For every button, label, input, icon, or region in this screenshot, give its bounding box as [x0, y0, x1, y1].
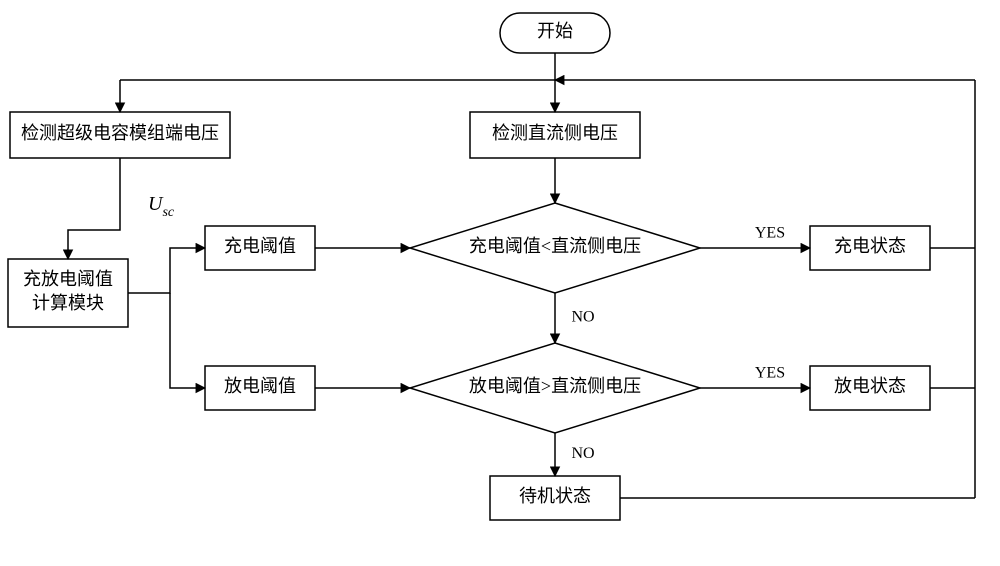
label-calc2: 计算模块 [32, 293, 104, 313]
label-start: 开始 [537, 21, 573, 41]
label-no2: NO [571, 445, 594, 462]
label-yes1: YES [755, 225, 785, 242]
label-state-discharge: 放电状态 [834, 376, 906, 396]
label-yes2: YES [755, 365, 785, 382]
edge-cap-to-calc [68, 158, 120, 259]
label-detect-dc: 检测直流侧电压 [492, 123, 618, 143]
label-charge-th: 充电阈值 [224, 236, 296, 256]
label-detect-cap: 检测超级电容模组端电压 [21, 123, 219, 143]
label-calc1: 充放电阈值 [23, 269, 113, 289]
label-usc: Usc [148, 193, 175, 220]
label-discharge-th: 放电阈值 [224, 376, 296, 396]
label-state-idle: 待机状态 [519, 486, 591, 506]
label-state-charge: 充电状态 [834, 236, 906, 256]
label-no1: NO [571, 309, 594, 326]
label-dec-charge: 充电阈值<直流侧电压 [469, 236, 641, 256]
edge-calc-to-chargeth [128, 248, 205, 293]
label-dec-discharge: 放电阈值>直流侧电压 [469, 376, 641, 396]
edge-calc-to-dischth [170, 293, 205, 388]
